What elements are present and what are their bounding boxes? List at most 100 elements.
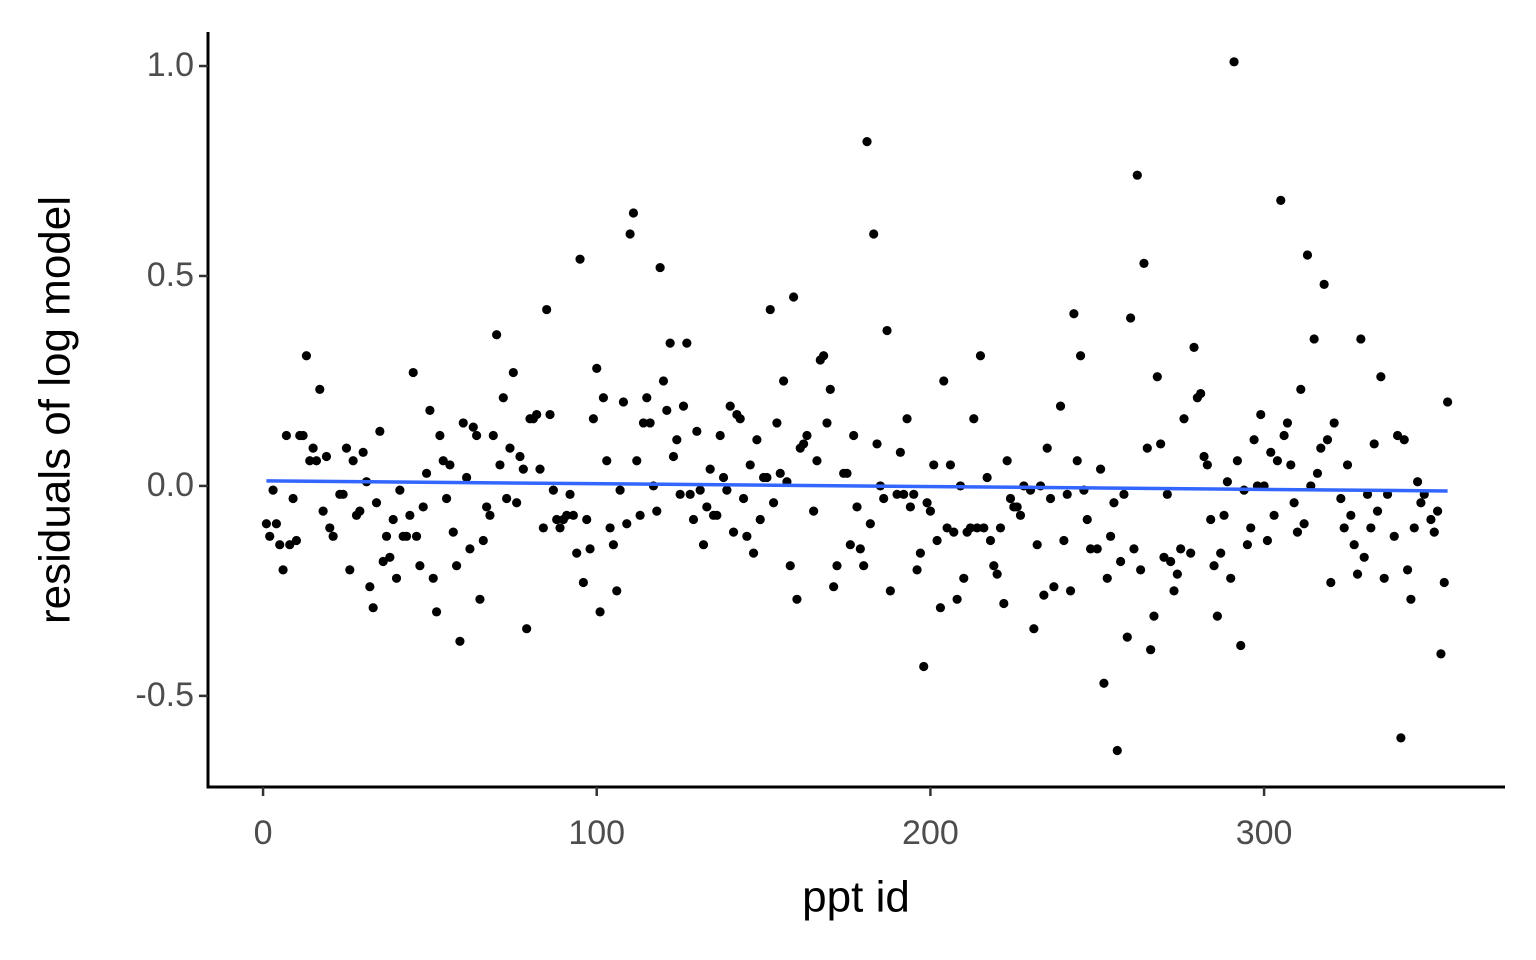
point [705,464,715,474]
point [1112,745,1122,756]
point [1229,57,1239,67]
point [545,409,555,420]
point [819,351,829,361]
point [852,502,862,512]
point [291,535,302,546]
point [1412,477,1423,487]
point [1336,493,1346,504]
point [829,582,839,592]
point [992,569,1002,579]
point [1082,514,1092,525]
point [535,464,545,474]
point [391,573,402,583]
point [1249,435,1259,445]
point [281,430,292,441]
point [1349,540,1359,550]
point [1199,451,1209,462]
point [809,506,819,516]
point [1406,594,1416,604]
point [1072,456,1082,466]
point [572,548,582,558]
point [488,430,498,441]
point [652,506,662,516]
point [1206,514,1216,525]
point [1102,573,1112,583]
point [1196,388,1206,399]
point [985,535,996,546]
point [1179,414,1189,424]
point [722,485,732,495]
point [1069,309,1079,319]
y-tick-label: 0.5 [147,256,194,294]
point [665,338,675,348]
x-tick-label: 200 [902,814,959,852]
point [1232,456,1242,466]
point [1085,544,1096,554]
point [678,401,689,411]
point [755,514,765,525]
point [405,510,415,520]
point [1055,401,1066,411]
point [1142,443,1152,453]
point [1212,611,1222,621]
point [1042,443,1052,453]
point [498,393,508,403]
point [845,540,855,550]
point [1122,632,1132,642]
point [1342,460,1353,470]
point [628,208,639,218]
point [1202,460,1212,470]
point [1319,279,1329,289]
point [925,506,936,516]
point [585,544,595,554]
point [358,447,368,457]
point [855,544,865,554]
point [472,430,482,441]
point [418,502,428,512]
point [455,636,465,646]
point [825,384,835,394]
point [1029,624,1039,634]
point [972,523,982,533]
point [622,519,632,529]
point [1309,334,1319,344]
point [1162,489,1172,499]
point [655,262,665,273]
point [1429,527,1439,537]
point [602,456,612,466]
point [562,510,572,520]
point [328,531,338,541]
point [915,548,925,558]
point [859,561,869,571]
point [882,325,892,336]
point [1075,351,1086,361]
point [618,397,629,407]
point [305,456,315,466]
point [1105,531,1116,541]
point [1156,439,1166,449]
point [945,460,956,470]
point [348,456,358,466]
point [1222,477,1232,487]
point [495,460,505,470]
point [285,540,295,550]
point [899,489,909,499]
point [935,603,946,613]
point [338,489,348,499]
point [1432,506,1443,516]
point [448,527,458,537]
point [288,493,298,504]
point [862,136,872,147]
x-tick-label: 300 [1236,814,1293,852]
point [1226,573,1236,583]
point [371,498,382,508]
y-axis-title: residuals of log model [31,196,80,624]
point [999,598,1009,609]
point [365,582,375,592]
point [1269,510,1279,520]
point [832,561,842,571]
point [1426,514,1436,525]
point [502,493,512,504]
point [892,489,902,499]
point [1246,523,1256,533]
